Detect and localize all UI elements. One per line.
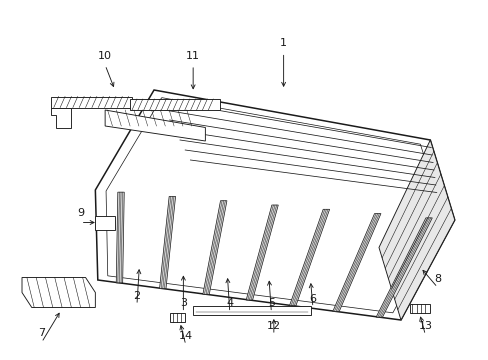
FancyBboxPatch shape xyxy=(129,99,220,110)
FancyBboxPatch shape xyxy=(170,312,184,321)
Polygon shape xyxy=(245,205,278,300)
Polygon shape xyxy=(289,209,329,306)
Text: 6: 6 xyxy=(309,293,316,303)
Text: 9: 9 xyxy=(77,208,84,219)
Text: 1: 1 xyxy=(280,39,286,49)
Text: 2: 2 xyxy=(133,291,140,301)
FancyBboxPatch shape xyxy=(95,216,115,230)
Text: 8: 8 xyxy=(433,274,440,284)
FancyBboxPatch shape xyxy=(409,303,429,312)
Text: 4: 4 xyxy=(226,298,233,309)
Polygon shape xyxy=(105,110,205,141)
Text: 3: 3 xyxy=(180,298,186,309)
Polygon shape xyxy=(22,278,95,307)
Polygon shape xyxy=(203,201,226,294)
FancyBboxPatch shape xyxy=(51,96,132,108)
Polygon shape xyxy=(378,140,454,320)
Text: 14: 14 xyxy=(179,331,192,341)
Text: 7: 7 xyxy=(38,328,45,338)
Polygon shape xyxy=(116,192,124,283)
Polygon shape xyxy=(375,218,431,317)
Text: 10: 10 xyxy=(98,51,112,61)
Polygon shape xyxy=(95,90,454,320)
Text: 11: 11 xyxy=(186,51,200,61)
Text: 13: 13 xyxy=(418,321,431,331)
FancyBboxPatch shape xyxy=(193,306,310,315)
Polygon shape xyxy=(332,213,380,311)
Text: 5: 5 xyxy=(267,298,274,309)
Polygon shape xyxy=(159,197,175,289)
Polygon shape xyxy=(51,108,71,127)
Text: 12: 12 xyxy=(266,321,280,331)
